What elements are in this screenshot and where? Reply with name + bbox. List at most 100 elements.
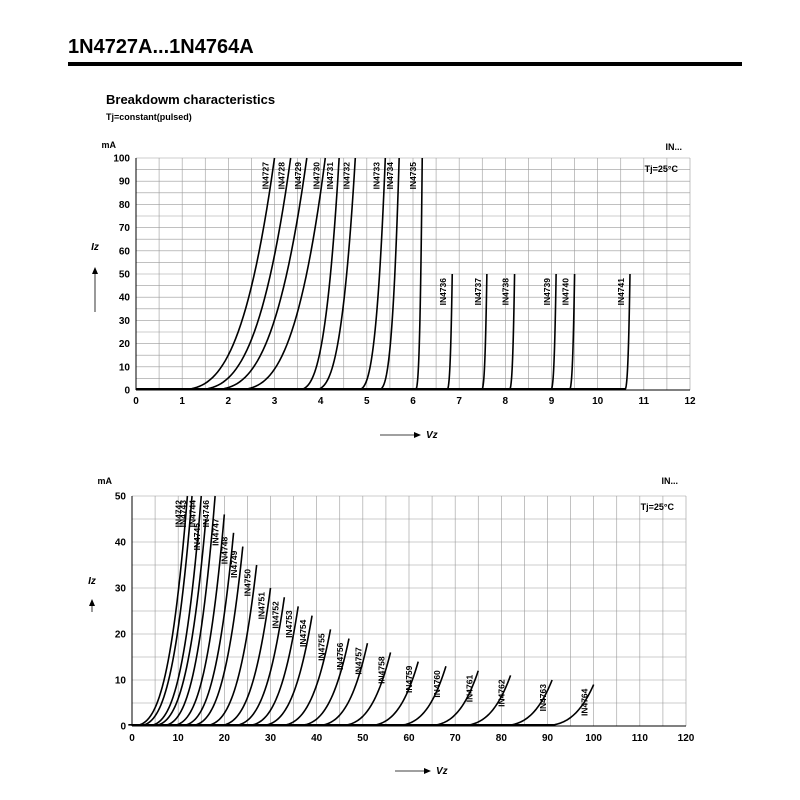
- curve-in4741: [136, 273, 631, 390]
- label-in4730: IN4730: [311, 162, 321, 190]
- chart-subtitle: Breakdowm characteristics: [106, 92, 276, 107]
- curve-in4762: [132, 675, 512, 726]
- label-in4737: IN4737: [473, 278, 483, 306]
- label-in4733: IN4733: [371, 162, 381, 190]
- chart2-y-tick-label: 10: [115, 676, 127, 687]
- chart1-y-tick-label: 10: [119, 362, 131, 373]
- chart1-x-tick-label: 9: [549, 396, 555, 407]
- chart1-y-unit: mA: [101, 140, 116, 150]
- label-in4728: IN4728: [277, 162, 287, 190]
- label-in4751: IN4751: [257, 592, 267, 620]
- label-in4763: IN4763: [538, 684, 548, 712]
- chart1-x-arrow-head: [414, 432, 421, 438]
- label-in4758: IN4758: [377, 656, 387, 684]
- chart2-x-tick-label: 110: [632, 733, 649, 744]
- chart1-y-tick-label: 20: [119, 339, 131, 350]
- chart1-x-axis-label: Vz: [426, 430, 438, 441]
- chart2-y-unit: mA: [97, 476, 112, 486]
- chart1-temperature-label: Tj=25°C: [645, 164, 679, 174]
- chart1-x-tick-label: 6: [410, 396, 416, 407]
- chart1-x-tick-label: 1: [179, 396, 185, 407]
- chart1-x-tick-label: 5: [364, 396, 370, 407]
- label-in4742: IN4742: [173, 500, 183, 528]
- label-in4744: IN4744: [187, 500, 197, 528]
- label-in4746: IN4746: [201, 500, 211, 528]
- label-in4739: IN4739: [542, 278, 552, 306]
- chart1-y-arrow-head: [92, 267, 98, 274]
- curve-in4748: [132, 532, 235, 726]
- chart2-corner-label: IN...: [661, 476, 678, 486]
- label-in4729: IN4729: [293, 162, 303, 190]
- chart2-x-tick-label: 60: [403, 733, 415, 744]
- label-in4753: IN4753: [284, 610, 294, 638]
- chart1-x-tick-label: 4: [318, 396, 324, 407]
- label-in4764: IN4764: [580, 688, 590, 716]
- chart1-y-tick-label: 40: [119, 293, 131, 304]
- curve-in4746: [132, 495, 216, 726]
- curve-in4736: [136, 273, 454, 390]
- label-in4754: IN4754: [298, 619, 308, 647]
- chart1-x-tick-label: 12: [684, 396, 696, 407]
- chart1-y-tick-label: 50: [119, 270, 131, 281]
- chart1-x-tick-label: 11: [639, 396, 650, 407]
- chart1-y-axis-label: Iz: [91, 242, 99, 253]
- chart1-x-tick-label: 7: [456, 396, 462, 407]
- label-in4749: IN4749: [229, 550, 239, 578]
- chart2-y-tick-label: 0: [120, 722, 126, 733]
- chart2-y-axis-label: Iz: [88, 576, 96, 587]
- chart1-x-tick-label: 2: [226, 396, 232, 407]
- label-in4740: IN4740: [561, 278, 571, 306]
- label-in4738: IN4738: [501, 278, 511, 306]
- chart2-x-tick-label: 50: [357, 733, 369, 744]
- chart1-x-tick-label: 3: [272, 396, 278, 407]
- curve-in4739: [136, 273, 557, 390]
- curve-in4737: [136, 273, 488, 390]
- chart2-x-tick-label: 20: [219, 733, 231, 744]
- chart2-y-tick-label: 40: [115, 538, 127, 549]
- chart2-y-tick-label: 30: [115, 584, 127, 595]
- label-in4762: IN4762: [497, 679, 507, 707]
- curve-in4738: [136, 273, 516, 390]
- label-in4759: IN4759: [404, 665, 414, 693]
- chart1-x-tick-label: 10: [592, 396, 604, 407]
- chart1-y-tick-label: 60: [119, 246, 131, 257]
- chart1-y-tick-label: 0: [124, 386, 130, 397]
- chart1-y-tick-label: 90: [119, 177, 131, 188]
- chart2-x-tick-label: 80: [496, 733, 508, 744]
- label-in4755: IN4755: [317, 633, 327, 661]
- chart1-x-tick-label: 8: [503, 396, 509, 407]
- chart1-y-tick-label: 100: [113, 154, 130, 165]
- label-in4761: IN4761: [464, 675, 474, 703]
- chart2-y-tick-label: 20: [115, 630, 127, 641]
- label-in4747: IN4747: [210, 518, 220, 546]
- chart2-x-tick-label: 120: [678, 733, 695, 744]
- curve-in4742: [128, 495, 189, 726]
- condition-label: Tj=constant(pulsed): [106, 112, 192, 122]
- chart1-y-tick-label: 70: [119, 223, 131, 234]
- chart2-x-tick-label: 40: [311, 733, 323, 744]
- label-in4757: IN4757: [353, 647, 363, 675]
- label-in4736: IN4736: [438, 278, 448, 306]
- label-in4727: IN4727: [261, 162, 271, 190]
- header-rule: [68, 62, 742, 66]
- curve-in4764: [132, 684, 595, 726]
- chart2-x-tick-label: 90: [542, 733, 554, 744]
- label-in4752: IN4752: [270, 601, 280, 629]
- label-in4750: IN4750: [243, 569, 253, 597]
- chart2-x-tick-label: 10: [173, 733, 185, 744]
- chart2-temperature-label: Tj=25°C: [641, 502, 675, 512]
- label-in4743: IN4743: [178, 500, 188, 528]
- label-in4732: IN4732: [341, 162, 351, 190]
- chart2-y-arrow-head: [89, 599, 95, 606]
- label-in4735: IN4735: [408, 162, 418, 190]
- chart2-x-axis-label: Vz: [436, 766, 448, 777]
- chart2-x-arrow-head: [424, 768, 431, 774]
- chart2-x-tick-label: 70: [450, 733, 462, 744]
- label-in4745: IN4745: [192, 523, 202, 551]
- label-in4756: IN4756: [335, 642, 345, 670]
- curve-in4749: [132, 546, 244, 726]
- label-in4731: IN4731: [325, 162, 335, 190]
- label-in4741: IN4741: [616, 278, 626, 306]
- chart1-y-tick-label: 80: [119, 200, 131, 211]
